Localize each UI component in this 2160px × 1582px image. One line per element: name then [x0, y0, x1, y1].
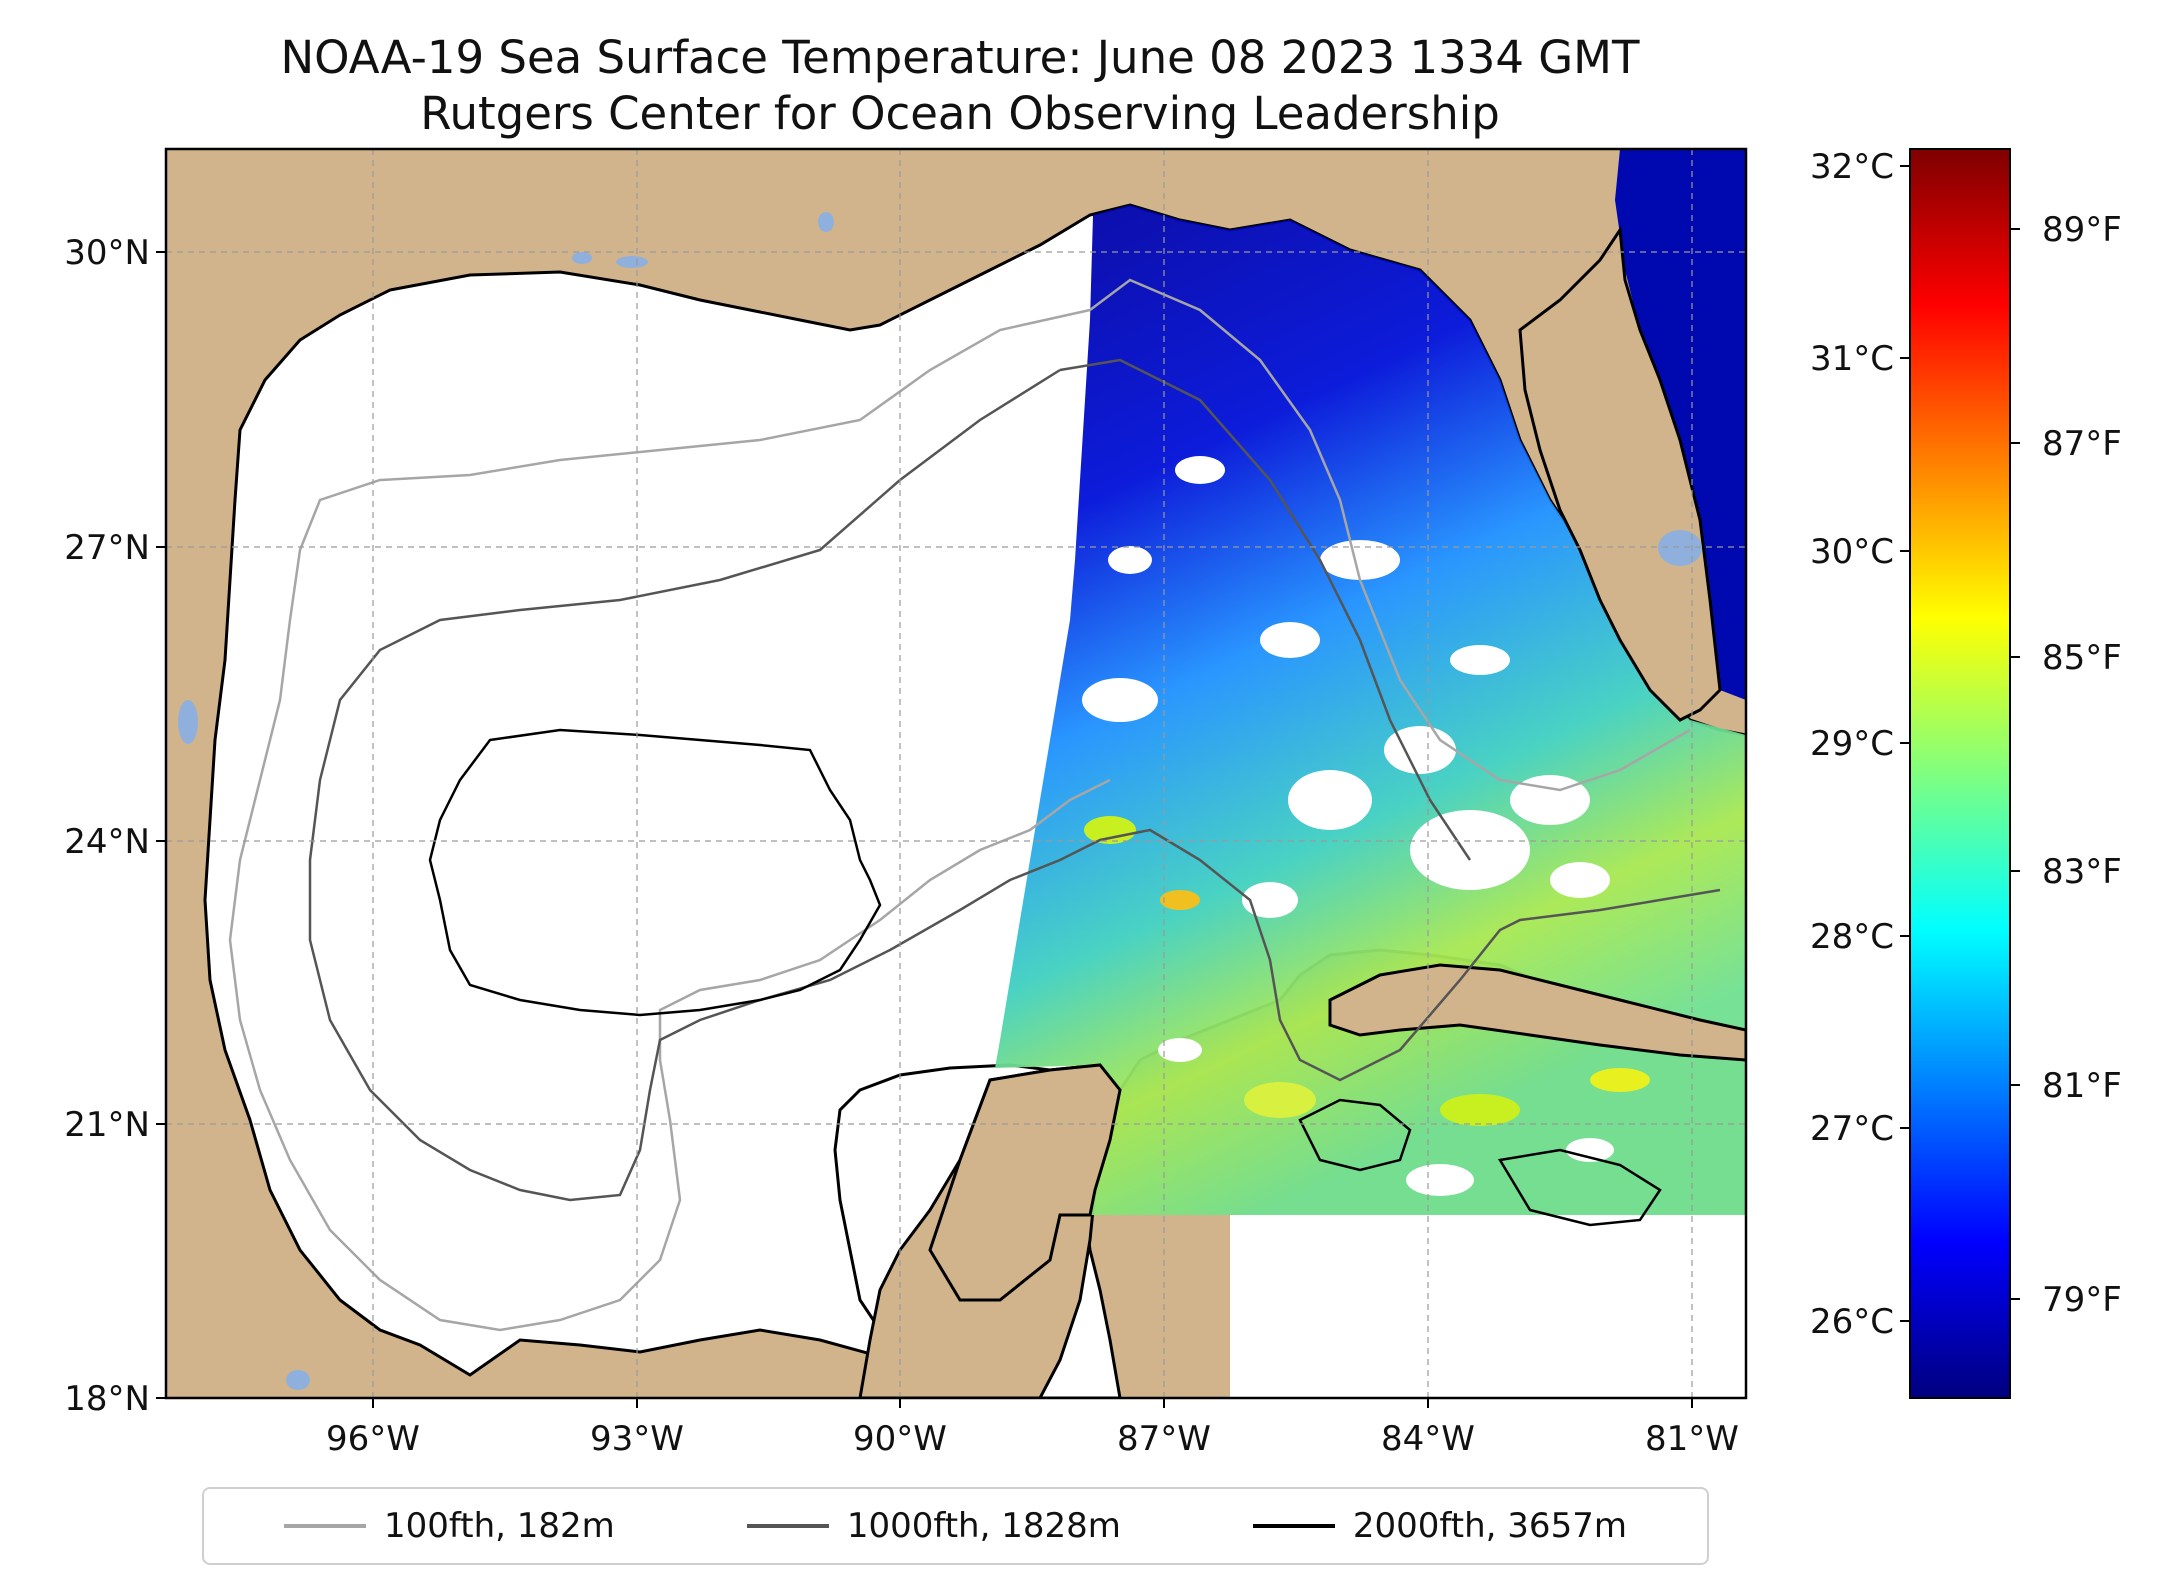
title-line-2: Rutgers Center for Ocean Observing Leade… — [420, 87, 1500, 140]
colorbar-celsius-labels: 32°C 31°C 30°C 29°C 28°C 27°C 26°C — [1810, 147, 1894, 1342]
contour-2000fth — [428, 728, 1662, 1227]
lon-label: 87°W — [1117, 1419, 1211, 1459]
lat-label: 21°N — [64, 1105, 150, 1145]
legend-label: 2000fth, 3657m — [1352, 1506, 1627, 1546]
legend-item-100fth: 100fth, 182m — [284, 1506, 615, 1546]
caribbean-water — [1230, 1215, 1746, 1398]
fahrenheit-label: 83°F — [2042, 852, 2122, 892]
lat-label: 30°N — [64, 233, 150, 273]
celsius-label: 32°C — [1810, 147, 1894, 187]
fahrenheit-label: 81°F — [2042, 1066, 2122, 1106]
fahrenheit-label: 85°F — [2042, 638, 2122, 678]
colorbar-fahrenheit-labels: 89°F 87°F 85°F 83°F 81°F 79°F — [2042, 210, 2122, 1320]
celsius-label: 29°C — [1810, 724, 1894, 764]
lon-label: 90°W — [853, 1419, 947, 1459]
atlantic-water — [1615, 149, 1746, 700]
lon-labels: 96°W 93°W 90°W 87°W 84°W 81°W — [326, 1419, 1739, 1459]
lat-label: 18°N — [64, 1379, 150, 1419]
map-title: NOAA-19 Sea Surface Temperature: June 08… — [0, 30, 1920, 142]
lat-labels: 30°N 27°N 24°N 21°N 18°N — [64, 233, 150, 1419]
lat-label: 24°N — [64, 822, 150, 862]
legend-item-1000fth: 1000fth, 1828m — [746, 1506, 1121, 1546]
fahrenheit-label: 79°F — [2042, 1280, 2122, 1320]
contour-1000fth — [308, 358, 1721, 1202]
celsius-label: 26°C — [1810, 1302, 1894, 1342]
lon-label: 96°W — [326, 1419, 420, 1459]
warm-patches — [1084, 816, 1650, 1126]
florida-peninsula — [1518, 225, 1722, 722]
inland-lakes — [178, 212, 1702, 1390]
legend-line-swatch — [746, 1524, 829, 1528]
fahrenheit-label: 87°F — [2042, 424, 2122, 464]
cuba-overlay — [1328, 963, 1746, 1062]
title-line-1: NOAA-19 Sea Surface Temperature: June 08… — [280, 31, 1640, 84]
legend-label: 100fth, 182m — [384, 1506, 615, 1546]
contour-legend: 100fth, 182m 1000fth, 1828m 2000fth, 365… — [202, 1487, 1709, 1565]
contour-100fth — [228, 278, 1691, 1332]
lon-label: 81°W — [1645, 1419, 1739, 1459]
lon-label: 84°W — [1381, 1419, 1475, 1459]
map-area — [166, 149, 1746, 1398]
cloud-patches — [1082, 456, 1614, 1196]
sst-swath — [995, 205, 1746, 1215]
lon-ticks — [372, 1398, 1693, 1408]
lat-label: 27°N — [64, 528, 150, 568]
celsius-label: 31°C — [1810, 339, 1894, 379]
fahrenheit-label: 89°F — [2042, 210, 2122, 250]
colorbar — [1909, 148, 2011, 1399]
colorbar-celsius-ticks — [1900, 165, 1910, 1322]
map-frame — [164, 147, 1748, 1400]
legend-line-swatch — [1252, 1524, 1335, 1528]
celsius-label: 27°C — [1810, 1109, 1894, 1149]
celsius-label: 30°C — [1810, 532, 1894, 572]
legend-item-2000fth: 2000fth, 3657m — [1252, 1506, 1627, 1546]
colorbar-fahrenheit-ticks — [2010, 228, 2020, 1300]
lon-label: 93°W — [590, 1419, 684, 1459]
legend-line-swatch — [284, 1524, 367, 1528]
lat-ticks — [156, 251, 166, 1399]
legend-label: 1000fth, 1828m — [846, 1506, 1121, 1546]
celsius-label: 28°C — [1810, 917, 1894, 957]
